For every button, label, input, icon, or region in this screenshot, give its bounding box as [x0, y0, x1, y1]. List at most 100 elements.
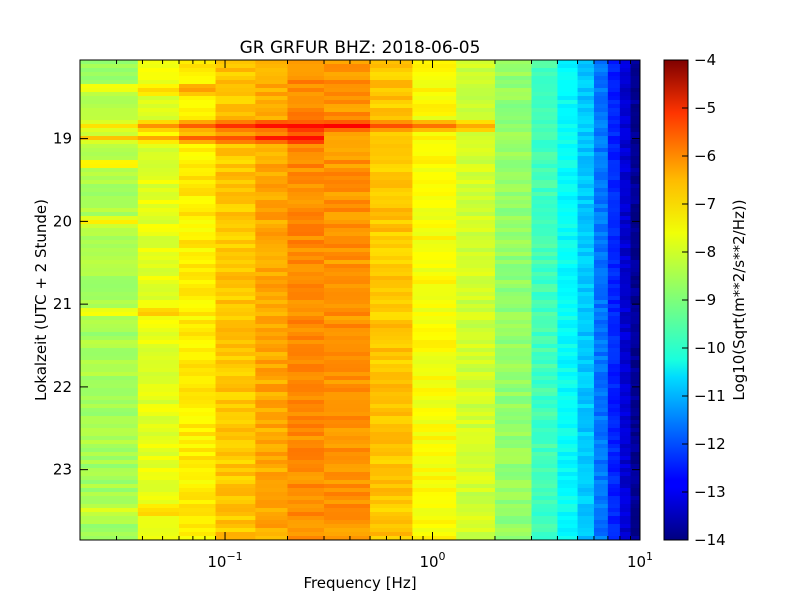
- heatmap-cell: [370, 76, 413, 81]
- x-axis-label: Frequency [Hz]: [303, 574, 416, 592]
- heatmap-cell: [255, 524, 288, 529]
- heatmap-cell: [215, 284, 256, 289]
- heatmap-cell: [619, 408, 631, 413]
- heatmap-cell: [215, 192, 256, 197]
- heatmap-cell: [630, 420, 641, 425]
- heatmap-cell: [287, 404, 325, 409]
- heatmap-cell: [137, 360, 180, 365]
- heatmap-cell: [593, 528, 609, 533]
- heatmap-cell: [255, 80, 288, 85]
- heatmap-cell: [456, 100, 496, 105]
- heatmap-cell: [179, 460, 216, 465]
- heatmap-cell: [557, 408, 578, 413]
- heatmap-cell: [80, 372, 139, 377]
- heatmap-cell: [456, 380, 496, 385]
- heatmap-cell: [557, 412, 578, 417]
- heatmap-cell: [255, 416, 288, 421]
- heatmap-cell: [255, 292, 288, 297]
- heatmap-cell: [287, 108, 325, 113]
- heatmap-cell: [456, 96, 496, 101]
- heatmap-cell: [593, 504, 609, 509]
- heatmap-cell: [137, 232, 180, 237]
- heatmap-cell: [370, 464, 413, 469]
- heatmap-cell: [531, 348, 558, 353]
- heatmap-cell: [593, 148, 609, 153]
- heatmap-cell: [137, 160, 180, 165]
- heatmap-cell: [456, 492, 496, 497]
- heatmap-cell: [619, 296, 631, 301]
- heatmap-cell: [80, 276, 139, 281]
- heatmap-cell: [494, 232, 532, 237]
- heatmap-cell: [287, 328, 325, 333]
- heatmap-cell: [287, 124, 325, 129]
- heatmap-cell: [412, 264, 457, 269]
- heatmap-cell: [80, 368, 139, 373]
- heatmap-cell: [557, 304, 578, 309]
- heatmap-cell: [412, 144, 457, 149]
- heatmap-cell: [557, 84, 578, 89]
- heatmap-cell: [287, 348, 325, 353]
- heatmap-cell: [531, 224, 558, 229]
- heatmap-cell: [370, 516, 413, 521]
- heatmap-cell: [494, 200, 532, 205]
- heatmap-cell: [324, 420, 371, 425]
- heatmap-cell: [137, 420, 180, 425]
- heatmap-cell: [593, 376, 609, 381]
- heatmap-cell: [531, 420, 558, 425]
- heatmap-cell: [456, 248, 496, 253]
- heatmap-cell: [255, 340, 288, 345]
- heatmap-cell: [577, 76, 595, 81]
- heatmap-cell: [255, 512, 288, 517]
- heatmap-cell: [370, 172, 413, 177]
- heatmap-cell: [215, 92, 256, 97]
- heatmap-cell: [179, 184, 216, 189]
- heatmap-cell: [255, 436, 288, 441]
- heatmap-cell: [215, 392, 256, 397]
- heatmap-cell: [255, 444, 288, 449]
- heatmap-cell: [215, 268, 256, 273]
- heatmap-cell: [80, 232, 139, 237]
- heatmap-cell: [531, 72, 558, 77]
- heatmap-cell: [619, 332, 631, 337]
- heatmap-cell: [456, 148, 496, 153]
- heatmap-cell: [324, 268, 371, 273]
- heatmap-cell: [456, 424, 496, 429]
- heatmap-cell: [80, 124, 139, 129]
- heatmap-cell: [630, 360, 641, 365]
- heatmap-cell: [370, 188, 413, 193]
- heatmap-cell: [607, 64, 621, 69]
- heatmap-cell: [531, 260, 558, 265]
- heatmap-cell: [370, 208, 413, 213]
- heatmap-cell: [531, 64, 558, 69]
- heatmap-cell: [619, 340, 631, 345]
- heatmap-cell: [287, 240, 325, 245]
- heatmap-cell: [607, 236, 621, 241]
- heatmap-cell: [370, 328, 413, 333]
- heatmap-cell: [137, 184, 180, 189]
- heatmap-cell: [607, 288, 621, 293]
- heatmap-cell: [630, 64, 641, 69]
- heatmap-cell: [494, 524, 532, 529]
- heatmap-cell: [255, 208, 288, 213]
- heatmap-cell: [557, 148, 578, 153]
- heatmap-cell: [557, 152, 578, 157]
- heatmap-cell: [593, 464, 609, 469]
- heatmap-cell: [630, 476, 641, 481]
- heatmap-cell: [80, 332, 139, 337]
- heatmap-cell: [494, 464, 532, 469]
- heatmap-cell: [370, 124, 413, 129]
- heatmap-cell: [456, 348, 496, 353]
- heatmap-cell: [412, 136, 457, 141]
- heatmap-cell: [137, 96, 180, 101]
- heatmap-cell: [577, 388, 595, 393]
- heatmap-cell: [412, 76, 457, 81]
- heatmap-cell: [557, 352, 578, 357]
- heatmap-cell: [370, 296, 413, 301]
- heatmap-cell: [456, 396, 496, 401]
- heatmap-cell: [255, 88, 288, 93]
- heatmap-cell: [494, 156, 532, 161]
- heatmap-cell: [80, 476, 139, 481]
- heatmap-cell: [577, 404, 595, 409]
- heatmap-cell: [179, 100, 216, 105]
- heatmap-cell: [607, 60, 621, 65]
